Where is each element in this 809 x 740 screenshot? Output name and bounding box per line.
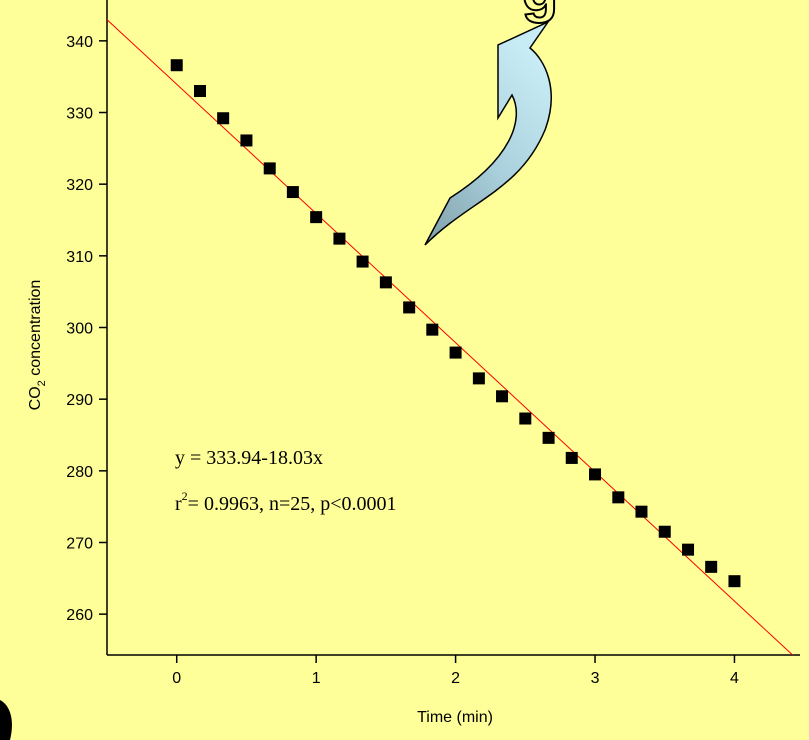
- x-tick-label: 3: [591, 670, 600, 687]
- data-point: [403, 301, 416, 314]
- data-point: [705, 560, 718, 573]
- data-point: [263, 162, 276, 175]
- equation: y = 333.94-18.03x: [175, 447, 323, 469]
- y-tick-label: 290: [66, 392, 93, 409]
- y-axis-label: CO2 concentration: [27, 280, 48, 411]
- data-point: [612, 491, 625, 504]
- y-tick-label: 310: [66, 249, 93, 266]
- data-point: [379, 276, 392, 289]
- x-tick-label: 4: [730, 670, 739, 687]
- x-axis-label: Time (min): [417, 709, 493, 726]
- data-point: [194, 85, 207, 98]
- data-point: [496, 390, 509, 403]
- y-tick-label: 270: [66, 535, 93, 552]
- cropped-title: g: [522, 0, 559, 23]
- data-point: [217, 112, 230, 125]
- data-point: [565, 451, 578, 464]
- data-point: [240, 134, 253, 147]
- data-point: [589, 468, 602, 481]
- x-tick-label: 0: [172, 670, 181, 687]
- curved-arrow: [424, 20, 552, 246]
- data-point: [426, 323, 439, 336]
- data-point: [635, 505, 648, 518]
- statistics: r2= 0.9963, n=25, p<0.0001: [175, 489, 397, 515]
- data-point: [333, 232, 346, 245]
- y-tick-label: 320: [66, 177, 93, 194]
- fit-line: [107, 19, 794, 655]
- x-tick-label: 2: [451, 670, 460, 687]
- data-point: [519, 412, 532, 425]
- y-tick-label: 300: [66, 321, 93, 338]
- data-point: [286, 186, 299, 199]
- y-tick-label: 280: [66, 464, 93, 481]
- y-tick-label: 340: [66, 34, 93, 51]
- y-tick-label: 330: [66, 106, 93, 123]
- data-point: [170, 59, 183, 72]
- data-point: [682, 543, 695, 556]
- data-point: [728, 575, 741, 588]
- data-point: [658, 525, 671, 538]
- data-point: [449, 346, 462, 359]
- data-point: [472, 372, 485, 385]
- data-point: [542, 431, 555, 444]
- corner-shape: [0, 700, 12, 740]
- data-point: [356, 255, 369, 268]
- x-tick-label: 1: [312, 670, 321, 687]
- data-point: [310, 211, 323, 224]
- y-tick-label: 260: [66, 607, 93, 624]
